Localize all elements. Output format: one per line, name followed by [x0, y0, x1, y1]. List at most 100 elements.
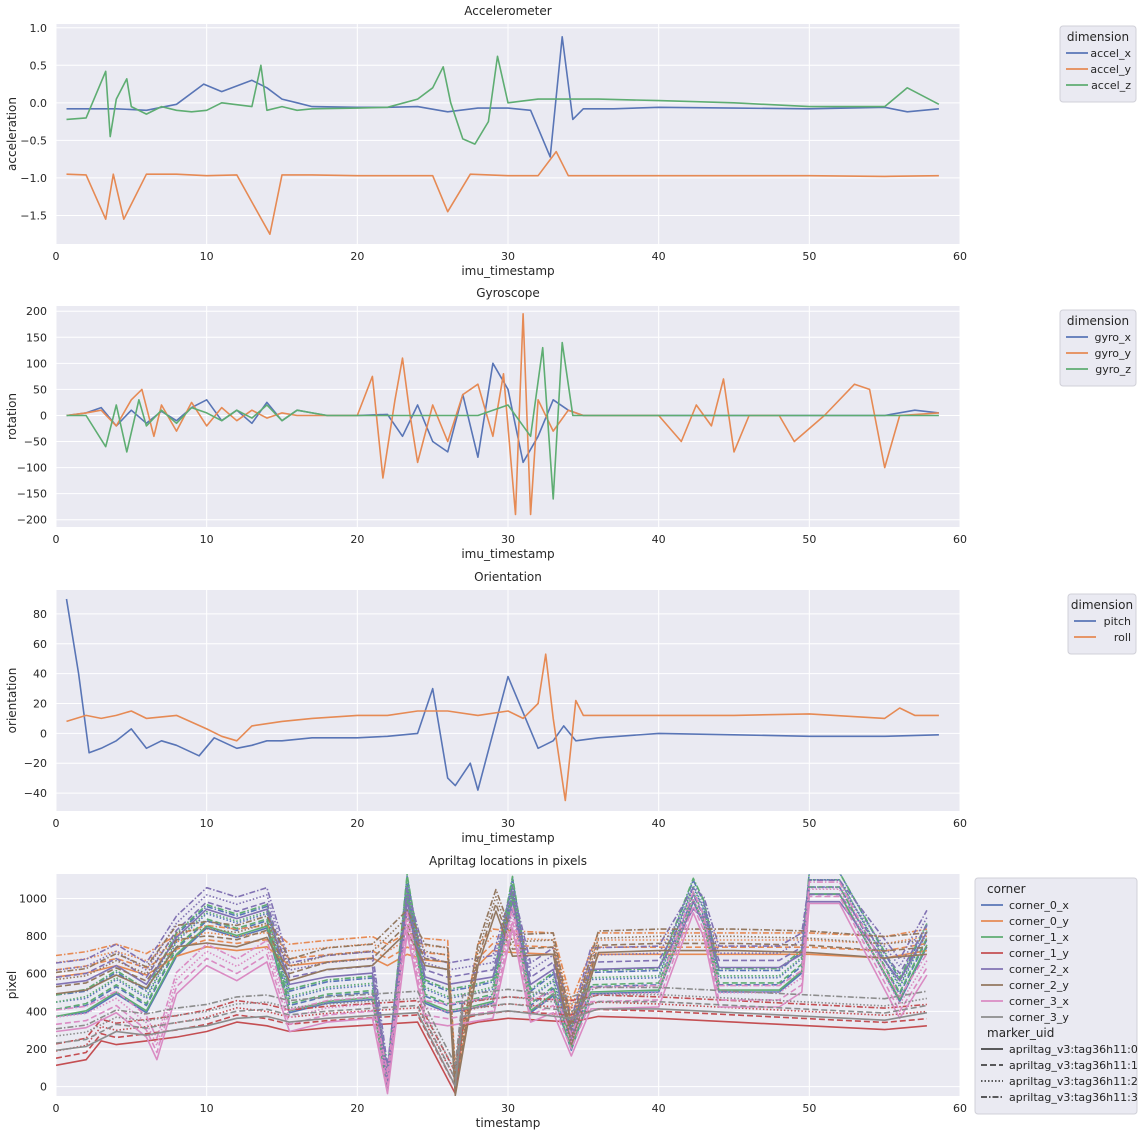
x-tick-label: 10 — [200, 533, 214, 546]
y-tick-label: 800 — [26, 930, 47, 943]
legend-style-title: marker_uid — [987, 1026, 1054, 1040]
x-tick-label: 10 — [200, 250, 214, 263]
x-tick-label: 30 — [501, 817, 515, 830]
series-line-corner_2_y — [56, 903, 927, 1090]
legend-style-label: apriltag_v3:tag36h11:0 — [1009, 1043, 1138, 1056]
x-tick-label: 10 — [200, 817, 214, 830]
x-tick-label: 40 — [652, 250, 666, 263]
legend: dimension pitch roll — [1067, 593, 1137, 655]
legend-label: corner_3_y — [1009, 1011, 1069, 1024]
x-tick-label: 10 — [200, 1102, 214, 1115]
series-line-corner_1_y — [56, 994, 927, 1073]
x-axis-label: imu_timestamp — [461, 547, 554, 561]
legend-label: accel_y — [1090, 63, 1131, 76]
y-tick-label: −100 — [17, 462, 47, 475]
x-axis-label: timestamp — [476, 1116, 541, 1130]
y-tick-label: 1000 — [19, 892, 47, 905]
x-tick-label: 60 — [953, 817, 967, 830]
legend-title: dimension — [1067, 314, 1129, 328]
y-tick-label: 80 — [33, 608, 47, 621]
series-line-corner_3_y — [56, 993, 928, 1073]
series-line-corner_2_x — [56, 900, 928, 1089]
x-tick-label: 20 — [350, 250, 364, 263]
series-line-corner_2_y — [56, 888, 927, 1075]
legend-label: accel_z — [1091, 79, 1131, 92]
series-line-corner_1_x — [56, 886, 928, 1086]
y-tick-label: −20 — [24, 757, 47, 770]
legend-label: corner_0_y — [1009, 915, 1069, 928]
legend-title: dimension — [1067, 30, 1129, 44]
legend-label: gyro_y — [1094, 347, 1131, 360]
x-tick-label: 40 — [652, 533, 666, 546]
x-tick-label: 60 — [953, 1102, 967, 1115]
chart-title: Apriltag locations in pixels — [429, 854, 587, 868]
y-tick-label: −1.5 — [20, 209, 47, 222]
panel-1: 0 10 20 30 40 50 60 −200 −150 −100 −50 0 50 100 150 200… — [5, 286, 1137, 561]
legend-label: accel_x — [1090, 47, 1131, 60]
legend-label: gyro_x — [1094, 331, 1131, 344]
series-line-corner_3_y — [56, 1008, 928, 1087]
series-line-corner_3_x — [56, 881, 928, 1073]
legend-label: pitch — [1104, 615, 1131, 628]
x-tick-label: 0 — [53, 817, 60, 830]
series-line-corner_1_x — [56, 893, 928, 1093]
x-tick-label: 40 — [652, 1102, 666, 1115]
series-line-pitch — [65, 598, 939, 791]
x-tick-label: 30 — [501, 250, 515, 263]
legend-label: corner_2_x — [1009, 963, 1069, 976]
x-tick-label: 40 — [652, 817, 666, 830]
legend-label: corner_2_y — [1009, 979, 1069, 992]
legend-label: roll — [1114, 631, 1131, 644]
y-tick-label: 200 — [26, 305, 47, 318]
x-tick-label: 50 — [802, 1102, 816, 1115]
x-tick-label: 50 — [802, 533, 816, 546]
series-line-corner_1_x — [56, 878, 928, 1079]
chart-title: Orientation — [474, 570, 542, 584]
legend-label: corner_0_x — [1009, 899, 1069, 912]
y-tick-label: 0 — [40, 409, 47, 422]
legend-label: corner_3_x — [1009, 995, 1069, 1008]
y-axis-label: orientation — [5, 668, 19, 734]
legend-style-label: apriltag_v3:tag36h11:3 — [1009, 1091, 1138, 1104]
x-tick-label: 30 — [501, 533, 515, 546]
series-line-corner_1_y — [56, 1001, 927, 1081]
y-tick-label: 0 — [40, 1081, 47, 1094]
y-tick-label: 50 — [33, 383, 47, 396]
y-tick-label: 400 — [26, 1005, 47, 1018]
y-tick-label: −50 — [24, 436, 47, 449]
y-tick-label: 600 — [26, 968, 47, 981]
x-tick-label: 20 — [350, 533, 364, 546]
y-axis-label: rotation — [5, 393, 19, 440]
y-tick-label: 1.0 — [30, 22, 48, 35]
x-tick-label: 0 — [53, 1102, 60, 1115]
legend-box — [974, 877, 1138, 1115]
y-tick-label: 40 — [33, 668, 47, 681]
legend: dimension accel_x accel_y accel_z — [1059, 25, 1137, 103]
y-axis-label: acceleration — [5, 97, 19, 171]
x-axis-label: imu_timestamp — [461, 831, 554, 845]
legend-title: corner — [987, 882, 1026, 896]
y-tick-label: −40 — [24, 787, 47, 800]
y-tick-label: 200 — [26, 1043, 47, 1056]
series-line-corner_1_y — [56, 1015, 927, 1095]
legend-box — [1059, 309, 1137, 387]
series-line-corner_2_x — [56, 893, 928, 1082]
series-line-roll — [66, 653, 939, 802]
series-line-corner_0_x — [56, 886, 928, 1086]
series-line-corner_1_x — [56, 874, 928, 1071]
legend-box — [1059, 25, 1137, 103]
x-tick-label: 50 — [802, 250, 816, 263]
legend-box — [1067, 593, 1137, 655]
series-line-gyro_z — [66, 341, 939, 500]
y-tick-label: −200 — [17, 514, 47, 527]
x-axis-label: imu_timestamp — [461, 264, 554, 278]
chart-title: Gyroscope — [476, 286, 540, 300]
x-tick-label: 20 — [350, 817, 364, 830]
legend-style-label: apriltag_v3:tag36h11:2 — [1009, 1075, 1138, 1088]
x-tick-label: 60 — [953, 533, 967, 546]
chart-title: Accelerometer — [464, 4, 551, 18]
series-line-corner_2_y — [56, 910, 927, 1096]
x-tick-label: 50 — [802, 817, 816, 830]
